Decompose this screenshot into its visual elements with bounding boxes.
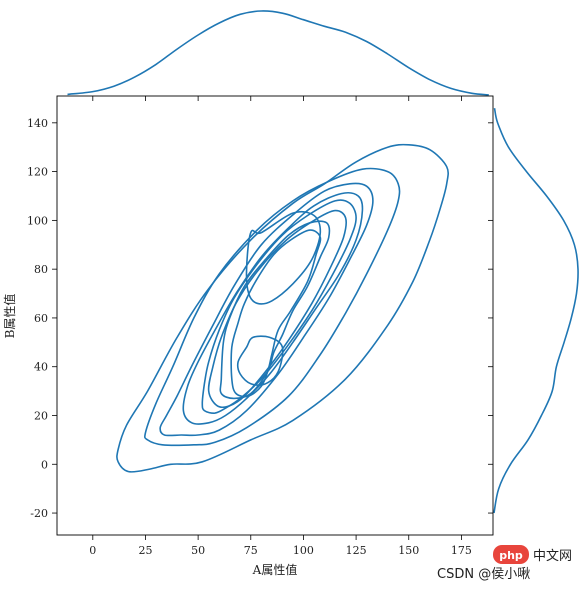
x-tick-label-175: 175 [451,544,472,557]
plot-frame [56,95,494,536]
y-tick-label-140: 140 [27,117,48,130]
php-logo-text: php [499,549,523,562]
kde-contour-level-9-9 [236,335,284,386]
php-logo-badge [493,545,529,564]
kde-contour-level-4-3 [182,192,364,425]
x-tick-label-125: 125 [346,544,367,557]
y-tick-label--20: -20 [30,507,48,520]
y-tick-label-40: 40 [34,361,48,374]
kde-contour-level-9-8 [245,210,322,305]
y-tick-label-60: 60 [34,312,48,325]
kde-contour-level-8-7 [230,229,322,398]
kde-contour-level-5-4 [201,199,357,414]
right-marginal-kde [493,108,579,514]
y-axis-label: B属性值 [2,294,17,339]
watermark-author-text: CSDN @侯小啾 [437,567,530,582]
watermark-site-text: 中文网 [533,549,572,564]
y-tick-label-80: 80 [34,263,48,276]
y-tick-label-120: 120 [27,166,48,179]
y-marginal-density-curve [493,108,579,514]
y-tick-label-20: 20 [34,409,48,422]
y-axis-ticks: -20 0 20 40 60 80 100 120 140 [27,117,493,520]
kde-contour-level-7-6 [219,220,331,400]
y-tick-label-100: 100 [27,214,48,227]
x-tick-label-25: 25 [138,544,152,557]
x-tick-label-75: 75 [244,544,258,557]
top-marginal-kde [67,10,489,96]
joint-axes: 0 25 50 75 100 125 150 175 -20 0 20 40 60 80 100 120 14… [2,95,494,577]
x-axis-label: A属性值 [252,562,298,577]
x-tick-label-0: 0 [89,544,96,557]
kde-contours [116,143,449,473]
kde-contour-level-3-2 [159,182,374,437]
x-axis-ticks: 0 25 50 75 100 125 150 175 [89,96,472,557]
x-tick-label-50: 50 [191,544,205,557]
x-marginal-density-curve [67,10,489,96]
x-tick-label-100: 100 [293,544,314,557]
kde-contour-level-1-0 [116,143,449,473]
x-tick-label-150: 150 [398,544,419,557]
watermark: php 中文网 CSDN @侯小啾 [437,545,572,582]
y-tick-label-0: 0 [41,458,48,471]
kde-contour-level-2-1 [144,167,401,447]
